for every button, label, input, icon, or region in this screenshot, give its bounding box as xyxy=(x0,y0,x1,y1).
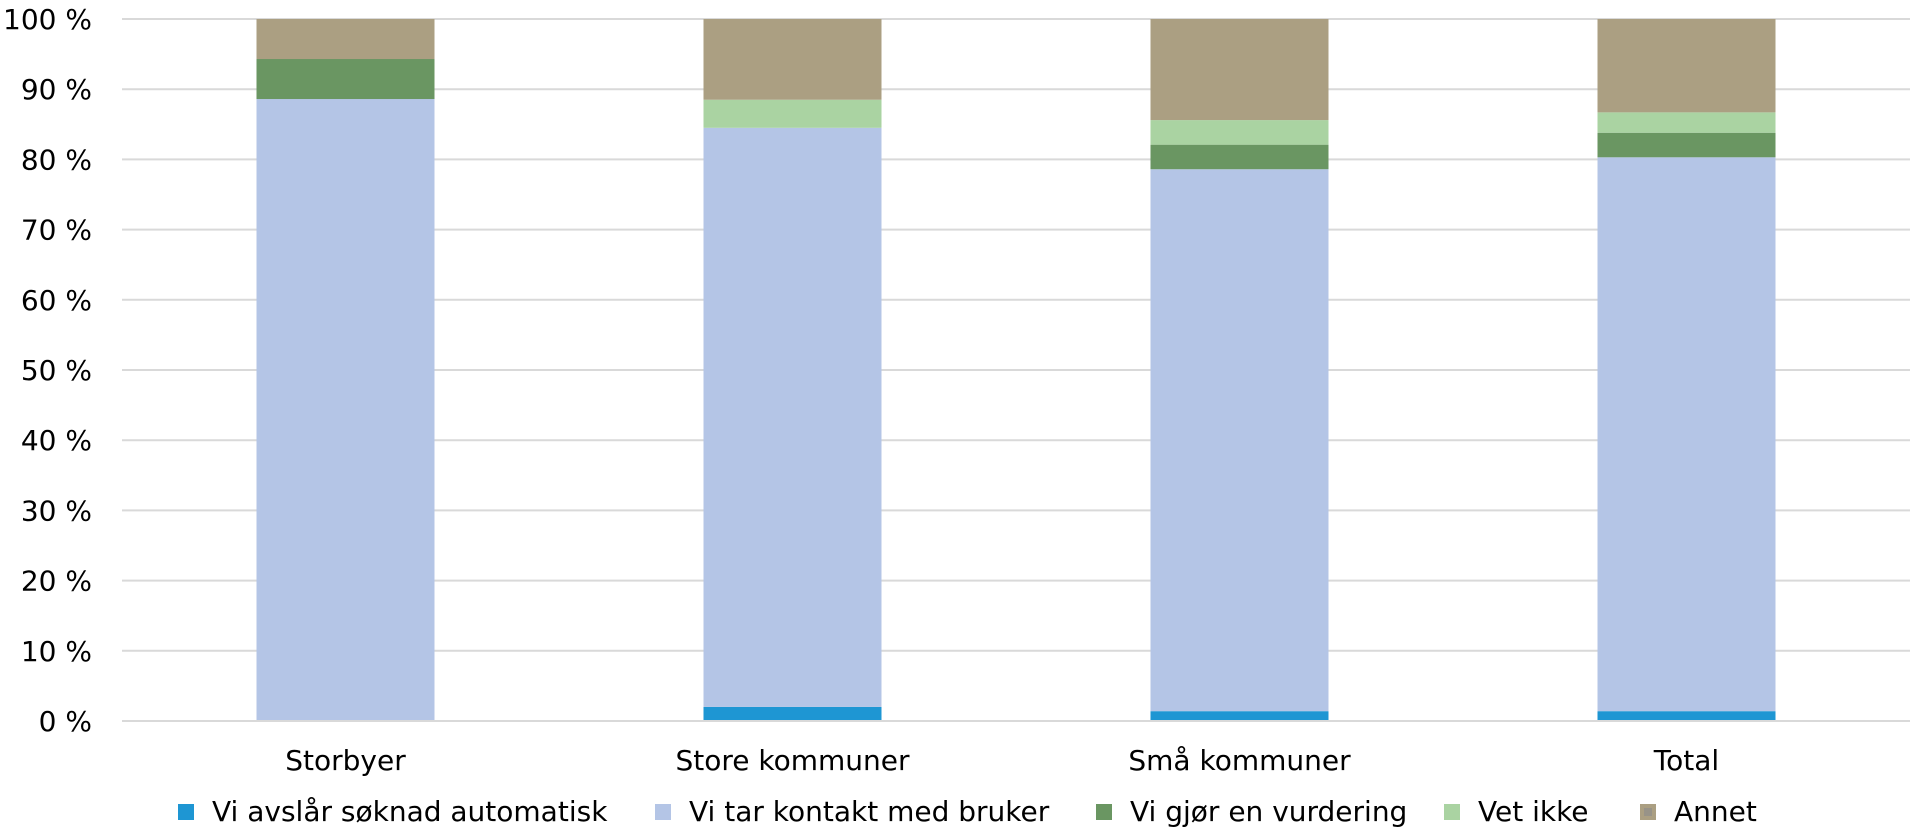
bar-segment-små-kommuner-1 xyxy=(1150,169,1329,712)
legend-label: Annet xyxy=(1674,795,1757,828)
bar-segment-storbyer-4 xyxy=(256,19,435,60)
legend-swatch-inner xyxy=(1644,808,1652,816)
legend-label: Vi gjør en vurdering xyxy=(1130,795,1407,828)
bars xyxy=(256,19,1776,721)
y-tick-label: 80 % xyxy=(21,143,92,176)
legend-item: Vi avslår søknad automatisk xyxy=(178,795,608,828)
y-axis-tick-labels: 0 % 10 % 20 % 30 % 40 % 50 % 60 % 70 % 80 % 90 % 1… xyxy=(3,3,92,738)
legend-swatch xyxy=(1444,804,1460,820)
bar-segment-små-kommuner-0 xyxy=(1150,711,1329,721)
y-tick-label: 60 % xyxy=(21,284,92,317)
y-tick-label: 100 % xyxy=(3,3,92,36)
bar-segment-total-2 xyxy=(1597,132,1776,158)
legend-item: Vet ikke xyxy=(1444,795,1589,828)
x-axis-category-labels: Storbyer Store kommuner Små kommuner Total xyxy=(285,744,1719,777)
legend: Vi avslår søknad automatisk Vi tar kontak… xyxy=(178,795,1757,828)
x-category-label: Storbyer xyxy=(285,744,406,777)
bar-segment-store-kommuner-4 xyxy=(703,19,882,100)
y-tick-label: 10 % xyxy=(21,635,92,668)
y-tick-label: 30 % xyxy=(21,494,92,527)
bar-segment-små-kommuner-3 xyxy=(1150,120,1329,145)
bar-segment-store-kommuner-3 xyxy=(703,99,882,128)
y-tick-label: 90 % xyxy=(21,73,92,106)
bar-segment-storbyer-2 xyxy=(256,59,435,100)
y-tick-label: 40 % xyxy=(21,424,92,457)
legend-item: Vi tar kontakt med bruker xyxy=(655,795,1050,828)
bar-segment-små-kommuner-2 xyxy=(1150,144,1329,170)
legend-swatch xyxy=(1096,804,1112,820)
legend-label: Vet ikke xyxy=(1478,795,1589,828)
bar-segment-storbyer-1 xyxy=(256,99,435,721)
legend-item: Vi gjør en vurdering xyxy=(1096,795,1407,828)
x-category-label: Store kommuner xyxy=(675,744,910,777)
bar-segment-total-0 xyxy=(1597,711,1776,721)
bar-segment-store-kommuner-1 xyxy=(703,127,882,707)
bar-segment-total-4 xyxy=(1597,19,1776,113)
legend-swatch xyxy=(178,804,194,820)
legend-label: Vi tar kontakt med bruker xyxy=(689,795,1050,828)
legend-item: Annet xyxy=(1640,795,1757,828)
y-tick-label: 0 % xyxy=(39,705,92,738)
x-category-label: Total xyxy=(1653,744,1719,777)
bar-segment-total-1 xyxy=(1597,157,1776,712)
y-tick-label: 20 % xyxy=(21,565,92,598)
bar-segment-små-kommuner-4 xyxy=(1150,19,1329,121)
y-tick-label: 70 % xyxy=(21,214,92,247)
y-tick-label: 50 % xyxy=(21,354,92,387)
bar-segment-store-kommuner-0 xyxy=(703,706,882,721)
x-category-label: Små kommuner xyxy=(1128,744,1351,777)
legend-swatch xyxy=(655,804,671,820)
legend-label: Vi avslår søknad automatisk xyxy=(212,795,608,828)
bar-segment-total-3 xyxy=(1597,112,1776,133)
